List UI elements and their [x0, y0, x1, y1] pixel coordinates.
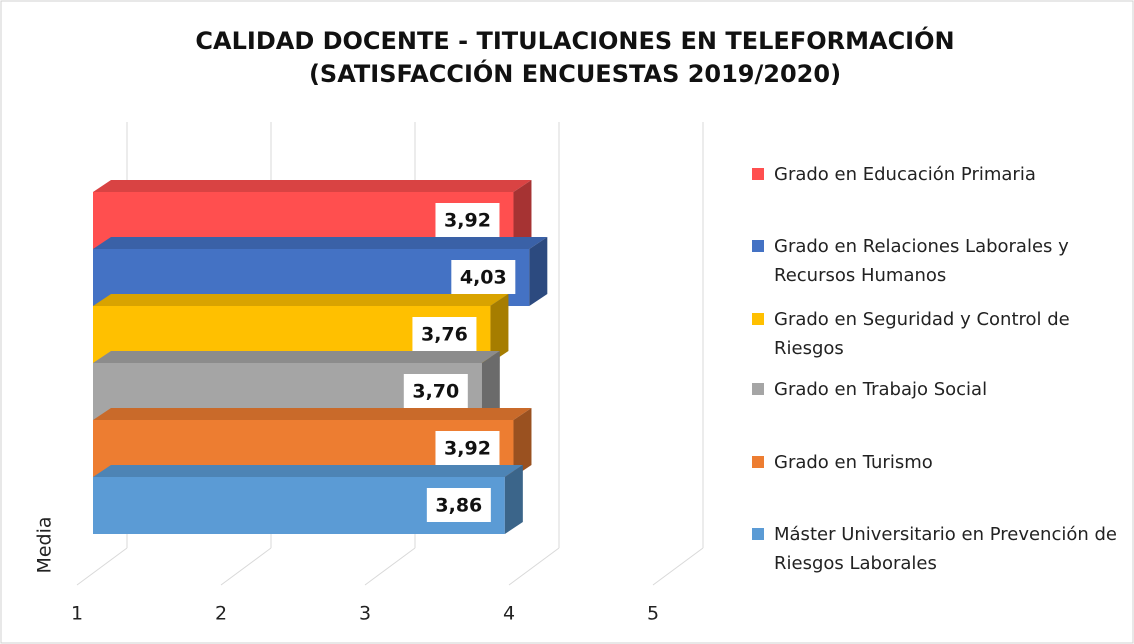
legend-label: Grado en Trabajo Social [774, 379, 988, 400]
x-tick-label: 1 [71, 603, 83, 625]
legend-swatch [752, 383, 764, 395]
category-label: Media [34, 516, 56, 573]
bar-top [93, 180, 532, 192]
legend-label: Máster Universitario en Prevención de Ri… [774, 524, 1118, 574]
legend-entry: Grado en Educación Primaria [752, 160, 1122, 189]
bar-top [93, 237, 548, 249]
x-tick-label: 4 [503, 603, 515, 625]
bar-side [490, 294, 509, 363]
legend-swatch [752, 168, 764, 180]
data-label-box [412, 317, 477, 351]
legend-swatch [752, 240, 764, 252]
legend-swatch [752, 528, 764, 540]
chart-title: (SATISFACCIÓN ENCUESTAS 2019/2020) [309, 58, 841, 88]
bar-side [481, 351, 500, 420]
data-label-box [426, 488, 491, 522]
x-tick-label: 5 [647, 603, 659, 625]
bar-top [93, 408, 532, 420]
x-tick-label: 3 [359, 603, 371, 625]
data-label: 3,92 [444, 210, 491, 232]
legend-swatch [752, 313, 764, 325]
bar-side [529, 237, 548, 306]
data-label-box [435, 431, 500, 465]
data-label-box [451, 260, 516, 294]
legend-label: Grado en Seguridad y Control de Riesgos [774, 309, 1070, 359]
legend-entry: Grado en Trabajo Social [752, 375, 1122, 404]
legend-label: Grado en Turismo [774, 452, 933, 473]
chart-title: CALIDAD DOCENTE - TITULACIONES EN TELEFO… [195, 25, 954, 55]
legend-label: Grado en Educación Primaria [774, 164, 1036, 185]
legend-entry: Grado en Relaciones Laborales y Recursos… [752, 232, 1122, 290]
bar-top [93, 465, 523, 477]
legend-swatch [752, 456, 764, 468]
data-label-box [403, 374, 468, 408]
data-label: 3,92 [444, 438, 491, 460]
legend-label: Grado en Relaciones Laborales y Recursos… [774, 236, 1069, 286]
floor-line [220, 547, 272, 586]
data-label-box [435, 203, 500, 237]
legend-entry: Grado en Turismo [752, 448, 1122, 477]
floor-line [508, 547, 560, 586]
floor-line [76, 547, 128, 586]
x-tick-label: 2 [215, 603, 227, 625]
data-label: 3,76 [421, 324, 468, 346]
floor-line [652, 547, 704, 586]
floor-line [364, 547, 416, 586]
data-label: 3,86 [435, 495, 482, 517]
data-label: 3,70 [412, 381, 459, 403]
bar-side [513, 180, 532, 249]
legend-entry: Máster Universitario en Prevención de Ri… [752, 520, 1122, 578]
data-label: 4,03 [460, 267, 507, 289]
bar-side [504, 465, 523, 534]
bar-top [93, 294, 509, 306]
bar-side [513, 408, 532, 477]
legend-entry: Grado en Seguridad y Control de Riesgos [752, 305, 1122, 363]
bar-top [93, 351, 500, 363]
